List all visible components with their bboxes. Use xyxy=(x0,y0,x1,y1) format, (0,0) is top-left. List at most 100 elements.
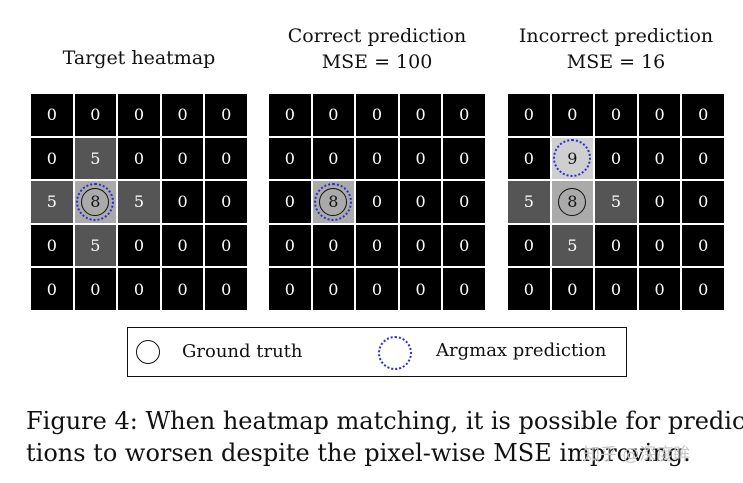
heatmap-cell-value: 0 xyxy=(654,148,665,168)
heatmap-cell-value: 0 xyxy=(284,105,295,125)
heatmap-cell-value: 0 xyxy=(133,236,145,256)
heatmap-cell-value: 0 xyxy=(567,279,578,299)
heatmap-cell-value: 0 xyxy=(415,105,426,125)
heatmap-cell: 0 xyxy=(551,94,594,136)
heatmap-cell-value: 0 xyxy=(46,105,57,125)
panel-title-correct: Correct prediction MSE = 100 xyxy=(269,23,485,75)
heatmap-cell-value: 0 xyxy=(567,105,578,125)
panel-title-incorrect: Incorrect prediction MSE = 16 xyxy=(508,23,724,75)
heatmap-cell: 0 xyxy=(595,268,637,310)
heatmap-cell: 0 xyxy=(269,224,311,267)
heatmap-cell-value: 0 xyxy=(177,105,188,125)
heatmap-cell: 8 xyxy=(312,181,355,223)
heatmap-cell-value: 0 xyxy=(698,192,709,212)
legend-argmax-label: Argmax prediction xyxy=(436,340,607,361)
heatmap-cell: 0 xyxy=(269,268,311,310)
panel-title-line: Target heatmap xyxy=(62,47,216,69)
heatmap-cell: 0 xyxy=(205,137,247,180)
heatmap-cell: 5 xyxy=(31,181,73,223)
heatmap-cell: 5 xyxy=(508,181,550,223)
heatmap-cell: 8 xyxy=(74,181,117,223)
heatmap-cell-value: 5 xyxy=(523,192,534,212)
heatmap-cell-value: 0 xyxy=(523,105,534,125)
heatmap-cell-value: 0 xyxy=(371,192,383,212)
heatmap-cell: 0 xyxy=(682,94,724,136)
figure-caption: Figure 4: When heatmap matching, it is p… xyxy=(26,405,743,469)
heatmap-cell: 0 xyxy=(443,268,485,310)
heatmap-cell: 0 xyxy=(638,224,681,267)
heatmap-cell: 0 xyxy=(638,137,681,180)
heatmap-cell-value: 0 xyxy=(328,148,339,168)
heatmap-cell-value: 0 xyxy=(415,236,426,256)
heatmap-cell-value: 5 xyxy=(567,236,578,256)
heatmap-cell-value: 0 xyxy=(371,148,383,168)
heatmap-cell-value: 0 xyxy=(459,148,470,168)
argmax-dotted-circle-icon xyxy=(553,139,592,178)
heatmap-cell: 0 xyxy=(118,137,160,180)
heatmap-cell: 0 xyxy=(161,224,204,267)
panel-title-line: Incorrect prediction xyxy=(518,25,714,47)
heatmap-cell-value: 0 xyxy=(46,279,57,299)
heatmap-cell: 0 xyxy=(205,181,247,223)
heatmap-cell-value: 0 xyxy=(221,236,232,256)
heatmap-cell: 0 xyxy=(74,94,117,136)
heatmap-cell-value: 0 xyxy=(415,279,426,299)
heatmap-cell: 0 xyxy=(638,268,681,310)
heatmap-cell: 0 xyxy=(443,94,485,136)
heatmap-cell: 0 xyxy=(269,94,311,136)
heatmap-cell-value: 0 xyxy=(610,279,622,299)
heatmap-grid: 0 0 0 0 0 0 5 0 0 0 5 8 5 0 0 0 5 0 0 0 0 0 0 0 0 xyxy=(31,94,247,310)
heatmap-cell-value: 0 xyxy=(46,236,57,256)
legend-ground-truth-label: Ground truth xyxy=(182,341,303,362)
heatmap-cell-value: 0 xyxy=(654,279,665,299)
heatmap-cell: 0 xyxy=(443,181,485,223)
heatmap-cell: 0 xyxy=(399,94,442,136)
heatmap-cell-value: 8 xyxy=(90,192,101,212)
heatmap-cell: 0 xyxy=(205,94,247,136)
heatmap-cell: 0 xyxy=(508,268,550,310)
heatmap-cell: 0 xyxy=(399,181,442,223)
argmax-dotted-circle-icon xyxy=(378,336,412,370)
heatmap-cell: 0 xyxy=(161,181,204,223)
heatmap-grid: 0 0 0 0 0 0 9 0 0 0 5 8 5 0 0 0 5 0 0 0 0 0 0 0 0 xyxy=(508,94,724,310)
heatmap-cell-value: 5 xyxy=(610,192,622,212)
heatmap-cell: 0 xyxy=(508,94,550,136)
heatmap-cell-value: 0 xyxy=(459,279,470,299)
heatmap-cell: 0 xyxy=(399,268,442,310)
heatmap-cell: 0 xyxy=(205,224,247,267)
heatmap-cell-value: 0 xyxy=(523,148,534,168)
heatmap-cell: 0 xyxy=(161,137,204,180)
heatmap-cell-value: 5 xyxy=(90,148,101,168)
heatmap-cell: 0 xyxy=(595,94,637,136)
heatmap-cell-value: 0 xyxy=(698,105,709,125)
heatmap-cell: 0 xyxy=(31,137,73,180)
heatmap-cell: 5 xyxy=(74,137,117,180)
heatmap-cell: 9 xyxy=(551,137,594,180)
heatmap-cell: 5 xyxy=(595,181,637,223)
heatmap-cell-value: 0 xyxy=(90,279,101,299)
heatmap-cell-value: 0 xyxy=(90,105,101,125)
heatmap-cell: 0 xyxy=(595,224,637,267)
heatmap-cell: 0 xyxy=(551,268,594,310)
heatmap-cell-value: 0 xyxy=(371,105,383,125)
heatmap-cell: 0 xyxy=(356,224,398,267)
legend: Ground truth Argmax prediction xyxy=(127,327,627,377)
heatmap-cell-value: 0 xyxy=(698,236,709,256)
heatmap-cell: 0 xyxy=(118,268,160,310)
heatmap-cell-value: 0 xyxy=(284,236,295,256)
heatmap-cell-value: 0 xyxy=(371,236,383,256)
heatmap-cell-value: 0 xyxy=(221,192,232,212)
heatmap-cell: 0 xyxy=(269,137,311,180)
heatmap-cell-value: 0 xyxy=(284,279,295,299)
heatmap-cell-value: 0 xyxy=(698,279,709,299)
heatmap-cell: 0 xyxy=(508,137,550,180)
heatmap-cell-value: 0 xyxy=(523,279,534,299)
heatmap-cell-value: 0 xyxy=(610,236,622,256)
panel-title-line: Correct prediction xyxy=(287,25,467,47)
heatmap-cell: 0 xyxy=(74,268,117,310)
heatmap-cell-value: 5 xyxy=(46,192,57,212)
heatmap-cell: 0 xyxy=(638,94,681,136)
heatmap-cell: 0 xyxy=(118,224,160,267)
heatmap-cell-value: 0 xyxy=(698,148,709,168)
heatmap-cell-value: 9 xyxy=(567,148,578,168)
